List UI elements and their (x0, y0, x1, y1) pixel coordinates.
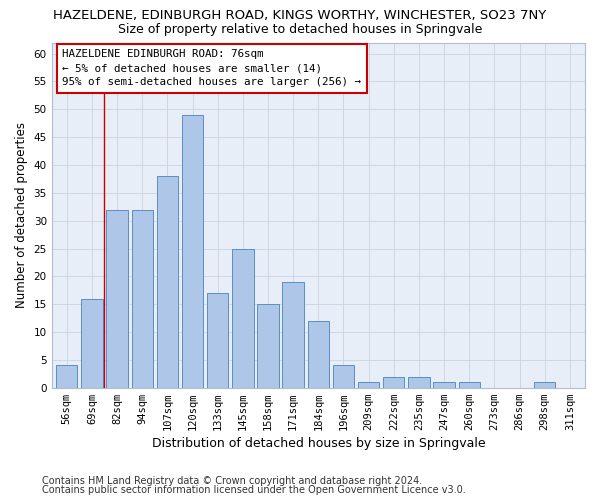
Bar (81, 298, 103, 388)
Bar (106, 210, 128, 388)
Bar (56, 366, 77, 388)
Bar (257, 304, 279, 388)
Bar (131, 210, 153, 388)
Text: Contains HM Land Registry data © Crown copyright and database right 2024.: Contains HM Land Registry data © Crown c… (42, 476, 422, 486)
Text: Size of property relative to detached houses in Springvale: Size of property relative to detached ho… (118, 22, 482, 36)
Bar (383, 376, 404, 388)
Bar (333, 366, 354, 388)
Bar (182, 115, 203, 388)
Bar (283, 282, 304, 388)
Bar (408, 376, 430, 388)
Text: HAZELDENE EDINBURGH ROAD: 76sqm
← 5% of detached houses are smaller (14)
95% of : HAZELDENE EDINBURGH ROAD: 76sqm ← 5% of … (62, 50, 361, 88)
Text: Contains public sector information licensed under the Open Government Licence v3: Contains public sector information licen… (42, 485, 466, 495)
Bar (207, 293, 229, 388)
Y-axis label: Number of detached properties: Number of detached properties (15, 122, 28, 308)
Bar (534, 382, 556, 388)
Bar (308, 321, 329, 388)
Bar (157, 176, 178, 388)
Bar (458, 382, 480, 388)
Text: HAZELDENE, EDINBURGH ROAD, KINGS WORTHY, WINCHESTER, SO23 7NY: HAZELDENE, EDINBURGH ROAD, KINGS WORTHY,… (53, 9, 547, 22)
Bar (358, 382, 379, 388)
X-axis label: Distribution of detached houses by size in Springvale: Distribution of detached houses by size … (152, 437, 485, 450)
Bar (232, 248, 254, 388)
Bar (433, 382, 455, 388)
